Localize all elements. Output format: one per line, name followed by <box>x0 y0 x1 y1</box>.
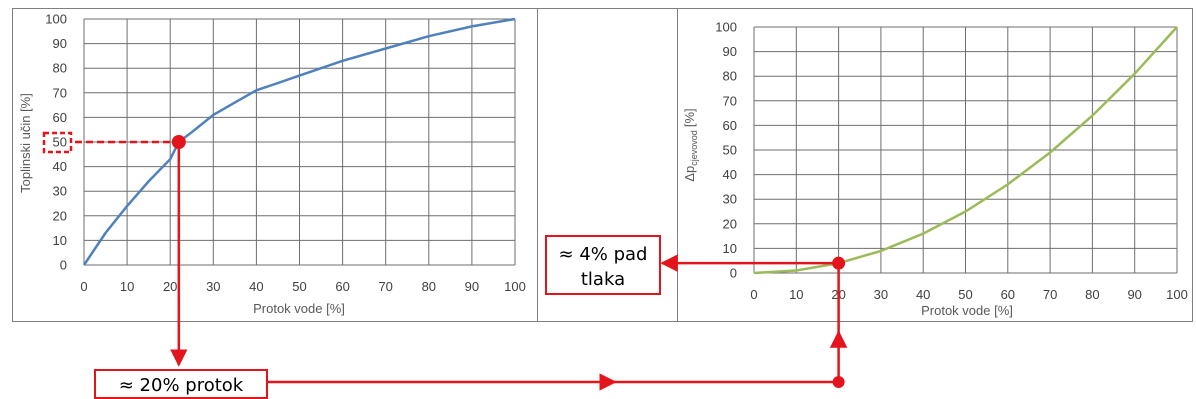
left-chart-x-tick-label: 0 <box>80 279 87 294</box>
left-chart-grid <box>83 18 516 266</box>
right-chart-y-tick-label: 40 <box>723 167 737 182</box>
right-chart-y-tick-label: 0 <box>730 266 737 281</box>
left-chart-x-tick-label: 90 <box>465 279 479 294</box>
left-chart-y-tick-label: 80 <box>53 61 67 76</box>
right-chart-y-tick-label: 60 <box>723 118 737 133</box>
right-chart-y-ticks: 0 10 20 30 40 50 60 70 80 90 100 <box>715 20 737 281</box>
left-chart-y-tick-label: 20 <box>53 208 67 223</box>
right-chart-x-tick-label: 40 <box>916 287 930 302</box>
left-chart-x-tick-label: 100 <box>504 279 526 294</box>
left-chart-x-axis-label: Protok vode [%] <box>253 301 345 316</box>
heat-output-chart: 0 10 20 30 40 50 60 70 80 90 100 0 10 20 30 40 50 60 70 80… <box>18 12 526 317</box>
pressure-drop-curve <box>753 26 1178 275</box>
right-chart-x-tick-label: 30 <box>874 287 888 302</box>
delta-p-subscript: cjevovod <box>689 130 699 166</box>
right-chart-y-tick-label: 10 <box>723 241 737 256</box>
left-chart-y-tick-label: 10 <box>53 233 67 248</box>
right-chart-grid <box>753 26 1178 274</box>
left-chart-x-tick-label: 50 <box>292 279 306 294</box>
right-chart-x-tick-label: 90 <box>1127 287 1141 302</box>
output-value-highlight <box>42 131 73 154</box>
left-chart-x-tick-label: 30 <box>206 279 220 294</box>
pressure-label-box <box>545 235 661 295</box>
right-chart-y-tick-label: 70 <box>723 93 737 108</box>
delta-p-unit: [%] <box>682 108 697 127</box>
outer-frame <box>12 8 1193 322</box>
right-chart-x-tick-label: 100 <box>1166 287 1188 302</box>
left-chart-y-tick-label: 50 <box>53 135 67 150</box>
right-chart-y-axis-label: Δpcjevovod [%] <box>682 108 699 181</box>
right-chart-x-tick-label: 70 <box>1043 287 1057 302</box>
pressure-label-line2: tlaka <box>581 269 625 290</box>
left-chart-x-tick-label: 70 <box>378 279 392 294</box>
right-chart-y-tick-label: 20 <box>723 216 737 231</box>
left-chart-y-tick-label: 0 <box>60 258 67 273</box>
left-chart-y-tick-label: 60 <box>53 110 67 125</box>
right-chart-y-tick-label: 100 <box>715 20 737 35</box>
left-chart-x-ticks: 0 10 20 30 40 50 60 70 80 90 100 <box>80 279 525 294</box>
right-chart-x-tick-label: 50 <box>958 287 972 302</box>
flow-label: ≈ 20% protok <box>119 375 244 396</box>
right-chart-x-tick-label: 10 <box>789 287 803 302</box>
flow-label-box <box>94 369 268 399</box>
left-chart-y-tick-label: 90 <box>53 36 67 51</box>
right-chart-y-tick-label: 30 <box>723 192 737 207</box>
right-chart-x-tick-label: 60 <box>1001 287 1015 302</box>
left-chart-x-tick-label: 10 <box>120 279 134 294</box>
delta-p-symbol: Δp <box>682 166 697 182</box>
right-chart-y-tick-label: 50 <box>723 143 737 158</box>
left-chart-x-tick-label: 60 <box>335 279 349 294</box>
right-chart-x-tick-label: 80 <box>1085 287 1099 302</box>
left-chart-x-tick-label: 20 <box>163 279 177 294</box>
left-chart-y-tick-label: 40 <box>53 159 67 174</box>
right-chart-x-axis-label: Protok vode [%] <box>921 303 1013 318</box>
left-chart-x-tick-label: 40 <box>249 279 263 294</box>
left-chart-y-tick-label: 100 <box>45 12 67 27</box>
pressure-label-line1: ≈ 4% pad <box>559 244 648 265</box>
right-chart-y-tick-label: 90 <box>723 44 737 59</box>
right-chart-y-tick-label: 80 <box>723 69 737 84</box>
left-chart-y-ticks: 0 10 20 30 40 50 60 70 80 90 100 <box>45 12 67 273</box>
right-chart-x-tick-label: 0 <box>750 287 757 302</box>
left-chart-y-tick-label: 30 <box>53 184 67 199</box>
heat-output-curve <box>82 17 516 266</box>
annotation-layer: ≈ 20% protok ≈ 4% pad tlaka <box>42 131 848 399</box>
left-chart-y-axis-label: Toplinski učin [%] <box>18 93 33 193</box>
left-chart-y-tick-label: 70 <box>53 85 67 100</box>
left-chart-x-tick-label: 80 <box>422 279 436 294</box>
